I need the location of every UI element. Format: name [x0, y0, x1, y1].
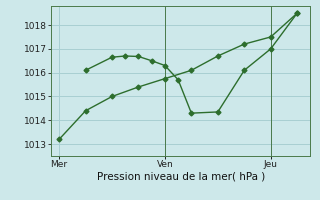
- X-axis label: Pression niveau de la mer( hPa ): Pression niveau de la mer( hPa ): [97, 172, 265, 182]
